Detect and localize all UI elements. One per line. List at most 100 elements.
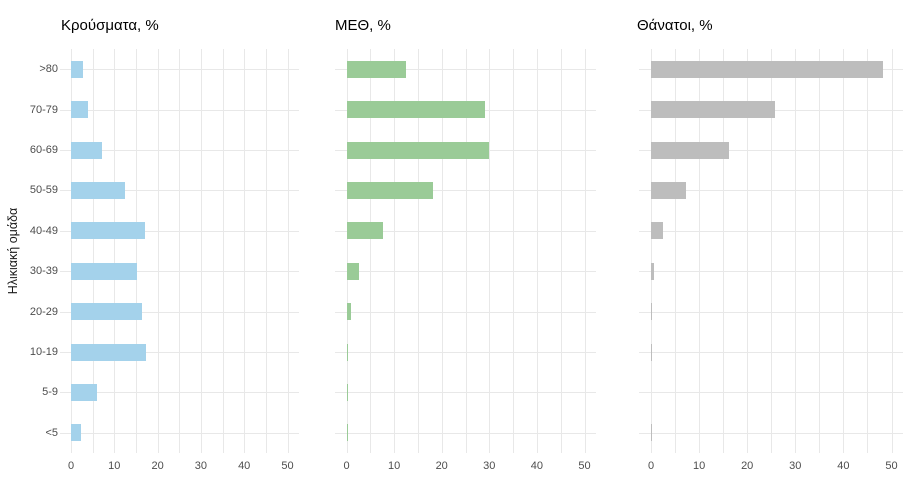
panel-title-icu: ΜΕΘ, %	[335, 17, 391, 34]
bar	[651, 60, 884, 78]
x-axis-tick-label: 10	[692, 460, 706, 472]
bar	[346, 60, 406, 78]
x-axis-tick-label: 20	[741, 460, 754, 472]
gridline-vertical	[819, 49, 821, 453]
x-axis-tick-label: 20	[151, 460, 164, 472]
gridline-vertical	[179, 49, 181, 453]
gridline-vertical	[114, 49, 116, 453]
bar	[71, 60, 83, 78]
bar	[346, 101, 486, 119]
bar	[346, 383, 348, 401]
bar	[346, 141, 490, 159]
gridline-vertical	[675, 49, 677, 453]
gridline-vertical	[265, 49, 267, 453]
gridline-vertical	[891, 49, 893, 453]
gridline-vertical	[699, 49, 701, 453]
x-axis-tick-label: 40	[837, 460, 850, 472]
gridline-vertical	[723, 49, 725, 453]
y-axis-label: 50-59	[29, 184, 58, 197]
x-axis-tick-label: 20	[435, 460, 448, 472]
y-axis-label: 30-39	[29, 265, 58, 278]
x-axis-tick-label: 0	[647, 460, 655, 472]
gridline-horizontal	[639, 230, 903, 232]
bar	[71, 424, 81, 442]
bar	[346, 424, 348, 442]
bar	[346, 181, 434, 199]
bar	[651, 424, 652, 442]
x-axis-tick-label: 40	[530, 460, 544, 472]
y-axis-labels: >80 70-79 60-69 50-59 40-49 30-39 20-29 10-19 5-…	[14, 49, 58, 453]
y-axis-label: 20-29	[29, 305, 58, 318]
y-axis-label: 5-9	[42, 386, 58, 399]
bar	[651, 262, 654, 280]
gridline-vertical	[489, 49, 491, 453]
gridline-vertical	[441, 49, 443, 453]
bar	[651, 222, 663, 240]
bar	[346, 262, 359, 280]
bar	[71, 181, 126, 199]
bar	[651, 343, 652, 361]
x-axis-tick-label: 30	[194, 460, 208, 472]
gridline-horizontal	[639, 311, 903, 313]
gridline-vertical	[157, 49, 159, 453]
x-axis-tick-label: 30	[483, 460, 496, 472]
gridline-vertical	[771, 49, 773, 453]
y-axis-label: 70-79	[29, 103, 58, 116]
x-axis-tick-label: 40	[238, 460, 251, 472]
x-axis-tick-label: 10	[108, 460, 121, 472]
gridline-vertical	[651, 49, 652, 453]
gridline-vertical	[71, 49, 72, 453]
gridline-vertical	[346, 49, 348, 453]
gridline-horizontal	[639, 432, 903, 434]
gridline-vertical	[200, 49, 202, 453]
y-axis-label: 40-49	[29, 224, 58, 237]
gridline-horizontal	[639, 392, 903, 394]
gridline-vertical	[222, 49, 224, 453]
plot-area-deaths: 0 10 20 30 40 50	[639, 49, 903, 472]
gridline-vertical	[867, 49, 869, 453]
panel-title-cases: Κρούσματα, %	[61, 17, 159, 34]
gridline-vertical	[417, 49, 419, 453]
bar	[346, 303, 352, 321]
bar	[651, 181, 687, 199]
gridline-vertical	[795, 49, 797, 453]
bar	[71, 141, 102, 159]
gridline-vertical	[584, 49, 586, 453]
y-axis-label: 10-19	[29, 345, 58, 358]
gridline-vertical	[287, 49, 289, 453]
plot-area-cases: 0 10 20 30 40 50	[60, 49, 299, 472]
x-axis-tick-label: 0	[67, 460, 75, 472]
bar	[71, 262, 138, 280]
bar	[346, 222, 384, 240]
gridline-vertical	[135, 49, 137, 453]
bar	[346, 343, 348, 361]
y-axis-label: 60-69	[29, 143, 58, 156]
y-axis-label: >80	[39, 63, 58, 76]
plot-area-icu: 0 10 20 30 40 50	[335, 49, 596, 472]
x-axis-tick-label: 0	[343, 460, 350, 472]
x-axis-tick-label: 50	[578, 460, 591, 472]
bar	[71, 222, 146, 240]
y-axis-label: <5	[45, 426, 58, 439]
bar	[651, 141, 729, 159]
gridline-horizontal	[639, 150, 903, 151]
gridline-horizontal	[639, 352, 903, 353]
bar	[71, 343, 146, 361]
bar	[71, 383, 97, 401]
bar	[71, 303, 142, 321]
gridline-horizontal	[639, 271, 903, 273]
gridline-vertical	[747, 49, 749, 453]
gridline-vertical	[394, 49, 396, 453]
gridline-vertical	[244, 49, 246, 453]
gridline-horizontal	[639, 190, 903, 192]
gridline-vertical	[843, 49, 845, 453]
panel-title-deaths: Θάνατοι, %	[637, 17, 713, 34]
bar	[651, 303, 652, 321]
gridline-vertical	[465, 49, 467, 453]
x-axis-tick-label: 30	[789, 460, 802, 472]
x-axis-tick-label: 10	[387, 460, 401, 472]
x-axis-tick-label: 50	[281, 460, 294, 472]
gridline-vertical	[370, 49, 372, 453]
x-axis-tick-label: 50	[885, 460, 898, 472]
